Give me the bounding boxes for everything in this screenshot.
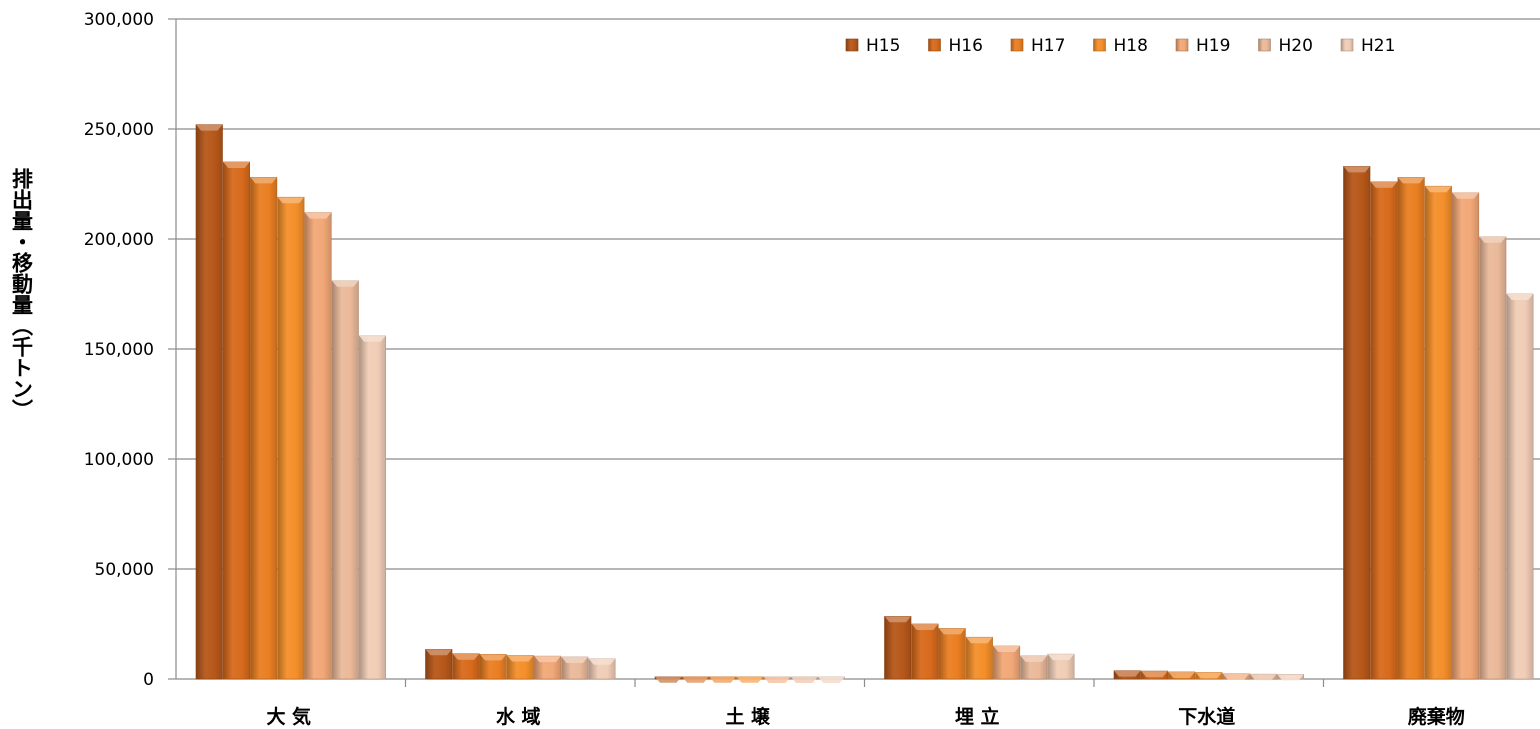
legend: H15 H16 H17 H18 H19 H20 H21 bbox=[845, 36, 1395, 56]
legend-label: H18 bbox=[1114, 36, 1148, 56]
x-tick-labels: 大 気 水 域 土 壌 埋 立 下水道 廃棄物 bbox=[266, 705, 1464, 728]
bar bbox=[358, 335, 387, 680]
bar-top-bevel bbox=[1195, 672, 1223, 679]
y-tick-labels: 0 50,000 100,000 150,000 200,000 250,000 300,0… bbox=[84, 10, 154, 690]
legend-label: H15 bbox=[866, 36, 900, 56]
bar-top-bevel bbox=[1479, 236, 1506, 243]
bar-top-bevel bbox=[332, 280, 359, 287]
bar bbox=[277, 196, 305, 680]
bar bbox=[1479, 236, 1507, 680]
bar-top-bevel bbox=[507, 655, 534, 662]
bar-top-bevel bbox=[277, 197, 305, 204]
legend-swatch bbox=[1175, 38, 1189, 52]
legend-label: H20 bbox=[1279, 36, 1313, 56]
x-tick-label: 廃棄物 bbox=[1408, 705, 1465, 728]
bar bbox=[1424, 185, 1452, 680]
bar bbox=[1452, 192, 1480, 680]
bar-top-bevel bbox=[1506, 294, 1534, 300]
bar-top-bevel bbox=[763, 677, 791, 684]
x-tick-label: 土 壌 bbox=[725, 705, 771, 728]
bar-top-bevel bbox=[1222, 673, 1250, 680]
bar-top-bevel bbox=[655, 676, 682, 683]
bar-top-bevel bbox=[1425, 186, 1452, 193]
bar-top-bevel bbox=[250, 177, 277, 184]
legend-swatch bbox=[1258, 38, 1271, 52]
axes bbox=[168, 18, 1540, 687]
bar bbox=[938, 628, 966, 680]
x-tick-label: 埋 立 bbox=[955, 705, 1000, 728]
bar-top-bevel bbox=[1343, 166, 1370, 173]
bar bbox=[304, 212, 332, 680]
bar-top-bevel bbox=[1047, 654, 1075, 661]
bar-top-bevel bbox=[966, 637, 993, 644]
bar bbox=[1370, 181, 1398, 680]
bar bbox=[195, 124, 223, 680]
bar-top-bevel bbox=[791, 677, 818, 684]
y-tick-label: 0 bbox=[143, 670, 154, 690]
bar-top-bevel bbox=[1277, 674, 1304, 681]
bar bbox=[1397, 177, 1425, 680]
legend-swatch bbox=[1010, 38, 1024, 52]
bar-top-bevel bbox=[709, 676, 736, 683]
bar-top-bevel bbox=[1168, 671, 1195, 678]
bar-top-bevel bbox=[1370, 181, 1398, 188]
bar-top-bevel bbox=[818, 677, 845, 684]
legend-label: H19 bbox=[1196, 36, 1230, 56]
bar-top-bevel bbox=[884, 616, 911, 623]
y-axis-label-wrap: 排出量・移動量（千トン） bbox=[6, 168, 36, 420]
bar-top-bevel bbox=[359, 335, 386, 342]
bar-top-bevel bbox=[223, 162, 250, 168]
bar bbox=[331, 280, 359, 680]
y-axis-label: 排出量・移動量（千トン） bbox=[9, 168, 34, 420]
bar-top-bevel bbox=[993, 646, 1020, 652]
bar-top-bevel bbox=[1020, 655, 1047, 662]
bar-top-bevel bbox=[1141, 671, 1168, 678]
legend-swatch bbox=[1093, 38, 1106, 52]
y-tick-label: 100,000 bbox=[84, 450, 154, 470]
grid-lines bbox=[176, 18, 1540, 570]
legend-swatch bbox=[1340, 38, 1354, 52]
bar-top-bevel bbox=[588, 658, 616, 665]
bar bbox=[911, 623, 939, 680]
x-tick-label: 下水道 bbox=[1178, 705, 1235, 728]
bar-top-bevel bbox=[425, 649, 452, 656]
bar-top-bevel bbox=[452, 653, 480, 660]
bar bbox=[222, 161, 250, 680]
bar-top-bevel bbox=[938, 628, 966, 635]
x-tick-label: 水 域 bbox=[496, 705, 541, 728]
y-tick-label: 300,000 bbox=[84, 10, 154, 30]
bar-top-bevel bbox=[911, 624, 939, 630]
y-tick-label: 50,000 bbox=[95, 560, 154, 580]
y-tick-label: 200,000 bbox=[84, 230, 154, 250]
bar bbox=[250, 177, 278, 680]
legend-label: H17 bbox=[1031, 36, 1065, 56]
legend-label: H16 bbox=[949, 36, 983, 56]
legend-swatch bbox=[845, 38, 859, 52]
bar-top-bevel bbox=[304, 212, 332, 219]
bar-top-bevel bbox=[196, 124, 223, 131]
bar-top-bevel bbox=[534, 656, 561, 663]
bar-top-bevel bbox=[682, 676, 709, 683]
bar-top-bevel bbox=[1114, 670, 1141, 677]
bar bbox=[1506, 293, 1534, 680]
bar bbox=[884, 615, 912, 680]
bar-top-bevel bbox=[736, 676, 764, 683]
bar-top-bevel bbox=[1397, 177, 1425, 184]
bar-top-bevel bbox=[561, 657, 588, 663]
legend-swatch bbox=[928, 38, 941, 52]
x-tick-label: 大 気 bbox=[266, 705, 311, 728]
bar bbox=[1343, 166, 1371, 680]
bar-top-bevel bbox=[1250, 674, 1277, 681]
legend-label: H21 bbox=[1361, 36, 1395, 56]
y-tick-label: 150,000 bbox=[84, 340, 154, 360]
bar bbox=[965, 636, 993, 680]
bars bbox=[195, 124, 1534, 684]
y-tick-label: 250,000 bbox=[84, 120, 154, 140]
bar-top-bevel bbox=[479, 654, 507, 661]
bar-top-bevel bbox=[1452, 192, 1479, 199]
